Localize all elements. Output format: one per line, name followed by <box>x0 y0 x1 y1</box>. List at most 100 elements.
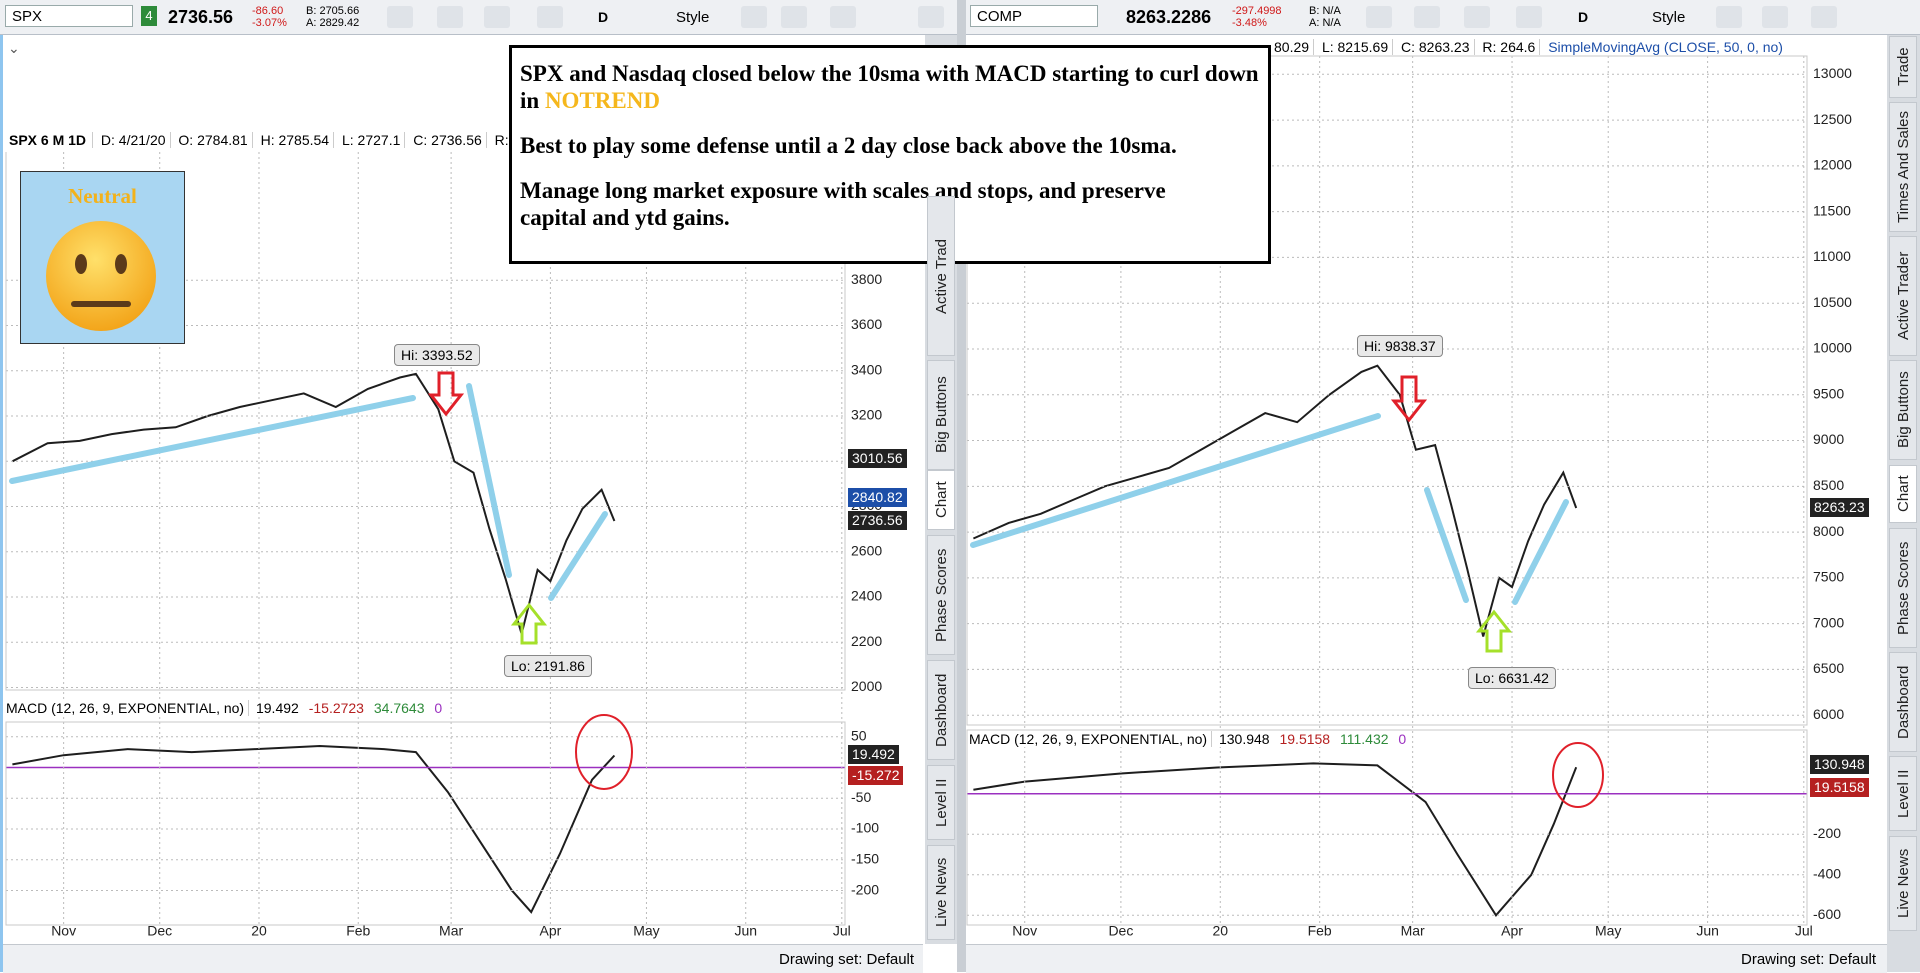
y-tick-label: 2000 <box>851 678 882 694</box>
drawing-set[interactable]: Drawing set: Default <box>1741 951 1877 968</box>
y-tick-label: -600 <box>1813 906 1841 922</box>
symbol-box[interactable]: SPX <box>5 5 133 27</box>
chart-title: SPX 6 M 1D <box>3 132 94 148</box>
y-tick-label: 11500 <box>1813 202 1851 218</box>
symbol-box[interactable]: COMP <box>970 5 1098 27</box>
series-line <box>973 762 1578 917</box>
y-tick-label: 6000 <box>1813 706 1844 722</box>
toolbar: COMP 8263.2286 -297.4998 -3.48% B: N/A A… <box>966 0 1920 35</box>
aggregation-button[interactable]: D <box>598 9 609 25</box>
net-change: -86.60 <box>252 5 284 17</box>
side-tab[interactable]: Level II <box>1889 756 1917 831</box>
share-button[interactable] <box>387 6 413 28</box>
menu-button[interactable] <box>918 6 944 28</box>
x-tick-label: Apr <box>1501 923 1523 939</box>
notes-button[interactable] <box>437 6 463 28</box>
side-tab[interactable]: Trade <box>1889 36 1917 98</box>
y-tick-label: 7500 <box>1813 569 1844 585</box>
x-tick-label: Dec <box>147 923 172 939</box>
drawing-button[interactable] <box>830 6 856 28</box>
side-tab[interactable]: Chart <box>927 470 955 530</box>
price-bubble: 2736.56 <box>848 511 907 530</box>
side-tab[interactable]: Active Trad <box>927 196 955 356</box>
down-arrow <box>427 371 465 417</box>
plot-frame <box>966 729 1808 926</box>
settings-button[interactable] <box>1516 6 1542 28</box>
y-tick-label: 12500 <box>1813 111 1852 127</box>
side-tab[interactable]: Level II <box>927 765 955 840</box>
macd-bubble: 19.492 <box>848 745 899 764</box>
cursor-button[interactable] <box>1716 6 1742 28</box>
y-tick-label: 2600 <box>851 542 882 558</box>
flask-button[interactable] <box>781 6 807 28</box>
splitter[interactable] <box>957 0 966 972</box>
close: C: 8263.23 <box>1397 39 1475 55</box>
x-tick-label: Apr <box>539 923 561 939</box>
share-button[interactable] <box>1366 6 1392 28</box>
x-tick-label: Mar <box>1401 923 1425 939</box>
notes-button[interactable] <box>1414 6 1440 28</box>
y-tick-label: -200 <box>1813 825 1841 841</box>
side-tab[interactable]: Phase Scores <box>927 535 955 655</box>
note-line: SPX and Nasdaq closed below the 10sma wi… <box>520 60 1260 114</box>
macd-bubble: -15.272 <box>848 766 904 785</box>
trendline <box>1512 499 1569 605</box>
y-tick-label: -50 <box>851 789 871 805</box>
side-tab[interactable]: Live News <box>927 845 955 940</box>
side-tab[interactable]: Phase Scores <box>1889 528 1917 648</box>
open: O: 2784.81 <box>174 132 253 148</box>
side-tab[interactable]: Big Buttons <box>1889 360 1917 460</box>
settings-button[interactable] <box>537 6 563 28</box>
side-tab[interactable]: Active Trader <box>1889 236 1917 356</box>
side-tab[interactable]: Chart <box>1889 465 1917 523</box>
trendline <box>548 511 608 601</box>
high: 80.29 <box>1270 39 1315 55</box>
link-badge[interactable]: 4 <box>141 6 157 26</box>
x-tick-label: Feb <box>346 923 370 939</box>
y-tick-label: 8000 <box>1813 523 1844 539</box>
close: C: 2736.56 <box>409 132 487 148</box>
note-line: Manage long market exposure with scales … <box>520 178 1166 230</box>
zero-value: 0 <box>434 700 443 716</box>
studies-button[interactable] <box>1464 6 1490 28</box>
side-tab[interactable]: Dashboard <box>927 660 955 760</box>
series-line <box>11 372 616 638</box>
studies-button[interactable] <box>484 6 510 28</box>
net-change-pct: -3.48% <box>1232 17 1267 29</box>
price-bubble: 8263.23 <box>1810 498 1869 517</box>
y-tick-label: 12000 <box>1813 157 1852 173</box>
y-tick-label: 8500 <box>1813 477 1844 493</box>
chart-header: 80.29 L: 8215.69 C: 8263.23 R: 264.6 Sim… <box>1270 36 1787 58</box>
drawing-set[interactable]: Drawing set: Default <box>779 951 915 968</box>
y-tick-label: 2400 <box>851 588 882 604</box>
bid: B: 2705.66 <box>306 5 360 17</box>
y-tick-label: -200 <box>851 881 879 897</box>
side-tab[interactable]: Times And Sales <box>1889 102 1917 232</box>
high: H: 2785.54 <box>256 132 335 148</box>
macd-bubble: 19.5158 <box>1810 778 1869 797</box>
sentiment-label: Neutral <box>68 184 137 208</box>
side-tab[interactable]: Big Buttons <box>927 360 955 470</box>
cursor-button[interactable] <box>741 6 767 28</box>
bid: B: N/A <box>1309 5 1341 17</box>
side-tab[interactable]: Live News <box>1889 836 1917 931</box>
macd-value: 19.492 <box>255 700 299 716</box>
trendline <box>970 413 1381 548</box>
avg-value: -15.2723 <box>308 700 364 716</box>
style-menu[interactable]: Style <box>676 9 710 26</box>
trendline <box>1424 487 1469 603</box>
collapse-chevron[interactable]: ⌄ <box>8 40 20 56</box>
x-tick-label: 20 <box>251 923 267 939</box>
macd-value: 130.948 <box>1218 731 1270 747</box>
aggregation-button[interactable]: D <box>1578 9 1589 25</box>
neutral-face <box>46 221 156 331</box>
plot-frame <box>966 55 1808 726</box>
trendline <box>9 395 416 484</box>
side-tab[interactable]: Dashboard <box>1889 652 1917 752</box>
y-tick-label: 3200 <box>851 407 882 423</box>
style-menu[interactable]: Style <box>1652 9 1686 26</box>
diff-value: 111.432 <box>1339 731 1389 747</box>
drawing-button[interactable] <box>1811 6 1837 28</box>
flask-button[interactable] <box>1762 6 1788 28</box>
